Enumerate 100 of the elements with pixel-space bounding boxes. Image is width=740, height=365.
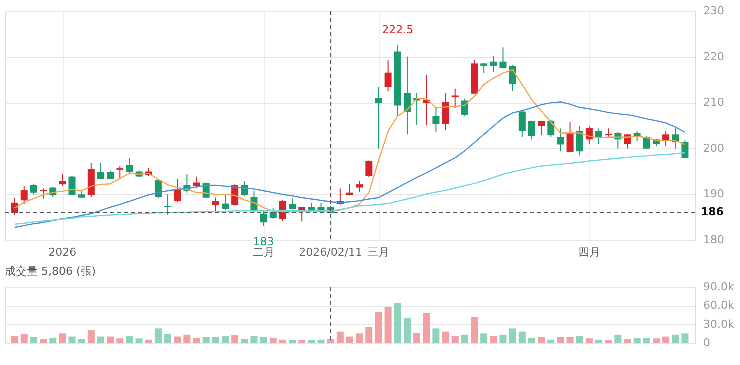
candlestick [59, 174, 66, 187]
y-tick-label: 190 [704, 188, 724, 201]
annotation: 222.5 [382, 23, 414, 36]
bar [480, 334, 488, 343]
candlestick [548, 120, 555, 138]
y-tick-label: 0 [704, 336, 710, 350]
bar [500, 334, 507, 343]
bar [107, 336, 114, 343]
candlestick [538, 120, 546, 136]
bar [528, 338, 536, 343]
bar [346, 336, 354, 343]
candlestick [557, 128, 564, 152]
y-tick-label: 90.0k [704, 280, 735, 294]
candlestick [375, 86, 382, 150]
bar [327, 339, 334, 343]
candlestick [212, 197, 220, 212]
y-tick-label: 30.0k [704, 318, 735, 331]
bar [116, 338, 124, 343]
bar [509, 328, 516, 343]
bar [270, 338, 277, 343]
line-series [14, 102, 686, 228]
bar [682, 334, 689, 343]
bar [336, 332, 344, 343]
candlestick [126, 158, 134, 174]
bar [145, 340, 152, 343]
bar [212, 337, 220, 343]
bar [538, 337, 546, 343]
bar [164, 334, 172, 343]
candlestick [662, 130, 670, 148]
annotation: 183 [253, 235, 274, 248]
bar [366, 327, 373, 343]
bar [423, 313, 430, 343]
bar [672, 334, 680, 343]
x-tick-label: 三月 [368, 246, 390, 259]
candlestick [682, 140, 689, 159]
candlestick [260, 210, 268, 227]
bar [624, 339, 632, 343]
candlestick [528, 120, 536, 140]
candlestick [20, 186, 28, 205]
x-tick-label: 四月 [578, 246, 600, 259]
bar [614, 334, 622, 343]
bar [11, 336, 18, 343]
candlestick [116, 166, 124, 180]
bar [662, 336, 670, 343]
candlestick [500, 47, 507, 70]
candlestick [289, 198, 296, 210]
bar [202, 337, 210, 343]
bar [232, 336, 239, 343]
bar [68, 336, 76, 343]
candlestick [30, 184, 38, 196]
x-tick-label: 2026/02/11 [299, 246, 363, 259]
bar [596, 340, 603, 343]
bar [97, 336, 104, 343]
candlestick [442, 92, 450, 132]
bar [30, 337, 38, 343]
bar [260, 337, 268, 343]
bar [241, 339, 248, 343]
candlestick [490, 55, 498, 73]
candlestick [366, 160, 373, 178]
bar [193, 338, 200, 343]
candlestick [356, 180, 364, 192]
bar [59, 334, 66, 343]
bar [375, 312, 382, 343]
candlestick [222, 194, 229, 211]
bar [184, 334, 191, 343]
bar [318, 340, 325, 343]
candlestick [432, 108, 440, 133]
y-tick-label: 200 [704, 142, 724, 155]
bar [394, 303, 402, 343]
bar [518, 332, 526, 343]
candlestick [643, 136, 650, 150]
bar [442, 332, 450, 343]
bar [88, 330, 95, 343]
candlestick [576, 126, 584, 156]
line-series [14, 152, 686, 226]
bar [432, 328, 440, 343]
bar [452, 336, 459, 343]
bar [414, 333, 421, 343]
bar [40, 339, 48, 343]
bar [634, 338, 641, 343]
candlestick [586, 126, 593, 145]
y-tick-label: 180 [704, 234, 724, 246]
bar [136, 338, 143, 343]
candlestick [404, 56, 411, 136]
candlestick [624, 134, 632, 150]
bar [174, 336, 182, 343]
candlestick [164, 194, 172, 216]
bar [50, 338, 57, 343]
bar [154, 328, 162, 343]
candlestick [97, 163, 104, 180]
candlestick [174, 179, 182, 202]
candlestick [154, 178, 162, 199]
bar [384, 308, 392, 343]
bar [222, 336, 229, 343]
bar [126, 336, 134, 343]
bar [356, 334, 364, 343]
x-tick-label: 2026 [48, 246, 77, 259]
candlestick [68, 176, 76, 196]
candlestick [40, 188, 48, 200]
bar [78, 339, 86, 343]
